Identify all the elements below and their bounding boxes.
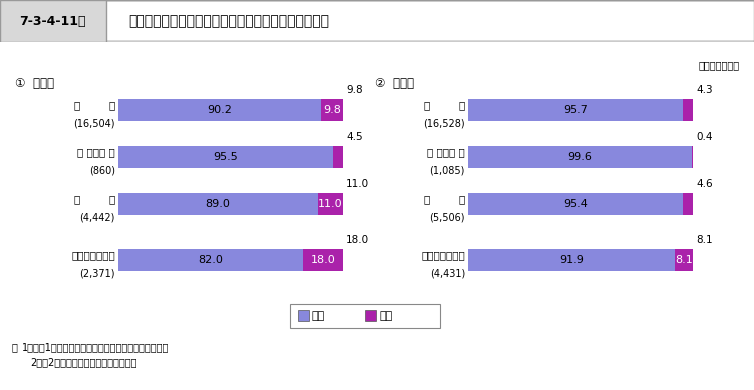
Bar [682, 193, 693, 215]
Text: 95.5: 95.5 [213, 152, 238, 162]
Bar [290, 304, 440, 328]
Text: 盗: 盗 [458, 194, 465, 204]
Text: 新受刑者の初入者・再入者別・罪名別の男女別構成比: 新受刑者の初入者・再入者別・罪名別の男女別構成比 [128, 14, 329, 28]
Bar [318, 193, 343, 215]
Text: 窣: 窣 [73, 194, 79, 204]
Bar [302, 249, 343, 271]
Bar [468, 193, 682, 215]
Text: (860): (860) [89, 165, 115, 175]
Text: 数: 数 [458, 100, 465, 110]
Text: 0.4: 0.4 [696, 132, 713, 142]
Text: 90.2: 90.2 [207, 105, 232, 115]
Bar [692, 146, 693, 168]
Bar [118, 193, 318, 215]
Text: 8.1: 8.1 [696, 235, 713, 245]
Bar [118, 249, 302, 271]
Bar [468, 99, 683, 121]
Text: 盗: 盗 [109, 194, 115, 204]
Text: 18.0: 18.0 [311, 255, 335, 265]
Text: 9.8: 9.8 [346, 85, 363, 95]
Text: ①  初入者: ① 初入者 [15, 77, 54, 90]
Text: 11.0: 11.0 [346, 179, 369, 189]
Text: 窣: 窣 [423, 194, 429, 204]
Text: 95.7: 95.7 [563, 105, 588, 115]
Text: 数: 数 [109, 100, 115, 110]
Bar [118, 99, 321, 121]
Text: (4,442): (4,442) [80, 212, 115, 222]
Bar [468, 146, 692, 168]
Bar [333, 146, 343, 168]
Text: 4.5: 4.5 [346, 132, 363, 142]
Text: 傷 書・暴 行: 傷 書・暴 行 [77, 147, 115, 157]
Text: 注: 注 [12, 342, 18, 352]
Bar [321, 99, 343, 121]
Bar [106, 2, 754, 40]
Text: 18.0: 18.0 [346, 235, 369, 245]
Text: (5,506): (5,506) [430, 212, 465, 222]
Text: 1　注　1　法務省大臣官房司法法制部の資料による。: 1 注 1 法務省大臣官房司法法制部の資料による。 [22, 342, 170, 352]
Bar [468, 249, 675, 271]
Text: 7-3-4-11図: 7-3-4-11図 [20, 14, 86, 28]
Bar [675, 249, 693, 271]
Bar [683, 99, 693, 121]
Text: 男子: 男子 [312, 311, 325, 321]
Text: (2,371): (2,371) [79, 268, 115, 278]
Text: 傷 書・暴 行: 傷 書・暴 行 [428, 147, 465, 157]
Text: 総: 総 [423, 100, 429, 110]
Text: (16,528): (16,528) [424, 118, 465, 128]
Text: 9.8: 9.8 [323, 105, 341, 115]
Text: 4.6: 4.6 [696, 179, 713, 189]
Text: (1,085): (1,085) [430, 165, 465, 175]
Text: (4,431): (4,431) [430, 268, 465, 278]
Text: (16,504): (16,504) [73, 118, 115, 128]
Text: 覚せい剤取締法: 覚せい剤取締法 [71, 250, 115, 260]
Text: 8.1: 8.1 [675, 255, 693, 265]
Text: 11.0: 11.0 [318, 199, 343, 209]
Text: 女子: 女子 [379, 311, 392, 321]
Text: 4.3: 4.3 [696, 85, 713, 95]
Text: （平成１８年）: （平成１８年） [699, 60, 740, 70]
Text: 82.0: 82.0 [198, 255, 222, 265]
Text: 89.0: 89.0 [206, 199, 231, 209]
Text: 2　　2　（　）内は，実人員である。: 2 2 （ ）内は，実人員である。 [30, 357, 136, 367]
Bar [118, 146, 333, 168]
Text: 95.4: 95.4 [563, 199, 588, 209]
Text: ②  再入者: ② 再入者 [375, 77, 414, 90]
Text: 99.6: 99.6 [568, 152, 593, 162]
Text: 総: 総 [73, 100, 79, 110]
Bar [365, 310, 376, 321]
Bar [298, 310, 309, 321]
Text: 91.9: 91.9 [559, 255, 584, 265]
Text: 覚せい剤取締法: 覚せい剤取締法 [421, 250, 465, 260]
